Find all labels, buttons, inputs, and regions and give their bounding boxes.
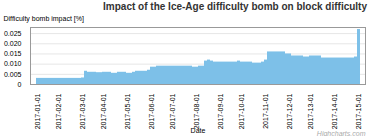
svg-text:0.015: 0.015 <box>4 50 22 57</box>
svg-text:2017-14-01: 2017-14-01 <box>331 93 338 129</box>
svg-text:2017-03-01: 2017-03-01 <box>79 93 86 129</box>
svg-text:2017-11-01: 2017-11-01 <box>262 93 269 128</box>
svg-text:Highcharts.com: Highcharts.com <box>317 130 366 136</box>
svg-text:2017-13-01: 2017-13-01 <box>307 93 314 129</box>
svg-text:2017-08-01: 2017-08-01 <box>193 93 200 129</box>
svg-text:2017-01-01: 2017-01-01 <box>34 93 41 129</box>
svg-text:Difficulty bomb impact [%]: Difficulty bomb impact [%] <box>4 15 84 23</box>
svg-text:2017-07-01: 2017-07-01 <box>169 93 176 129</box>
svg-text:2017-06-01: 2017-06-01 <box>148 93 155 129</box>
svg-text:2017-10-01: 2017-10-01 <box>238 93 245 129</box>
svg-text:2017-12-01: 2017-12-01 <box>286 93 293 129</box>
svg-text:0: 0 <box>18 81 22 88</box>
html-text:Impact of the Ice-Age difficul: Impact of the Ice-Age difficulty bomb on… <box>103 1 367 12</box>
svg-text:2017-15-01: 2017-15-01 <box>355 93 362 129</box>
svg-text:0.020: 0.020 <box>4 40 22 47</box>
svg-text:0.005: 0.005 <box>4 71 22 78</box>
svg-text:2017-05-01: 2017-05-01 <box>124 93 131 129</box>
svg-text:0.025: 0.025 <box>4 30 22 37</box>
svg-text:2017-09-01: 2017-09-01 <box>217 93 224 129</box>
svg-text:Date: Date <box>191 127 206 134</box>
svg-text:2017-04-01: 2017-04-01 <box>100 93 107 129</box>
svg-text:2017-02-01: 2017-02-01 <box>55 93 62 129</box>
svg-text:0.010: 0.010 <box>4 60 22 67</box>
